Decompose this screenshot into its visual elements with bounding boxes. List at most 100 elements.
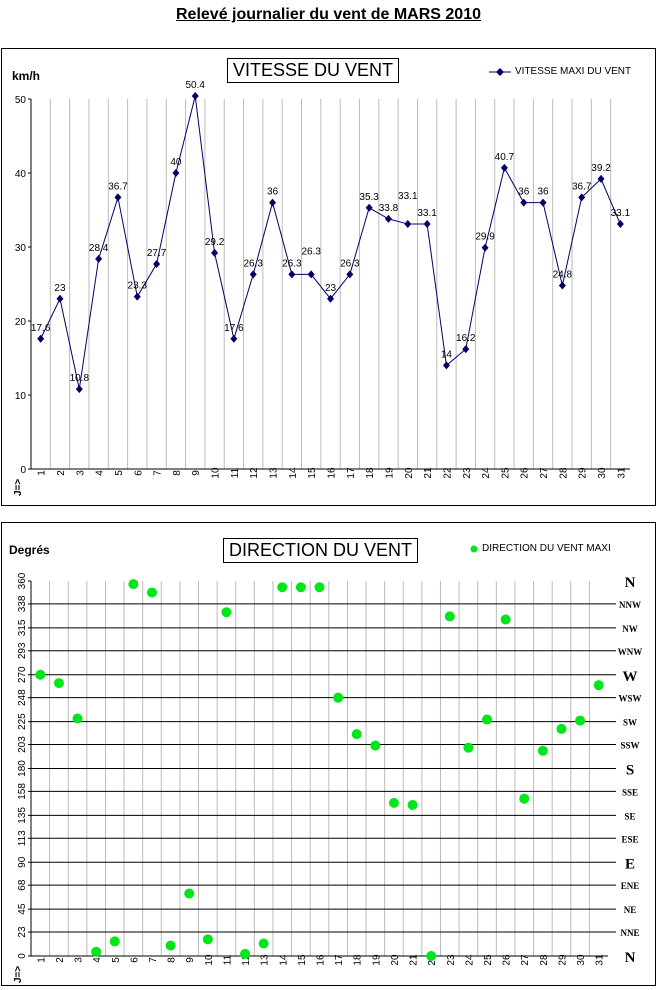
data-label: 29.2 — [205, 237, 225, 248]
data-point — [537, 745, 548, 756]
data-point — [114, 193, 122, 202]
x-tick-label: 1 — [37, 470, 48, 476]
x-tick-label: 3 — [75, 470, 86, 476]
data-point — [558, 281, 566, 290]
data-point — [95, 254, 103, 263]
y-tick-label: 10 — [15, 391, 27, 402]
x-tick-label: 14 — [288, 467, 299, 479]
data-point — [153, 260, 161, 269]
y-tick-label: 68 — [17, 879, 28, 891]
x-tick-label: 24 — [464, 954, 475, 966]
data-label: 10.8 — [70, 373, 90, 384]
x-tick-label: 31 — [616, 467, 627, 479]
y-tick-label: 248 — [17, 689, 28, 706]
data-point — [128, 579, 139, 590]
data-label: 27.7 — [147, 248, 167, 259]
data-point — [370, 740, 381, 751]
x-tick-label: 18 — [353, 954, 364, 966]
data-point — [314, 582, 325, 593]
data-point — [597, 174, 605, 183]
direction-label: E — [625, 856, 635, 872]
page-title: Relevé journalier du vent de MARS 2010 — [176, 6, 481, 23]
y-tick-label: 40 — [15, 169, 27, 180]
legend-dot-marker-icon — [470, 545, 478, 552]
speed-chart: 0 10 20 30 40 50 1 2 3 4 5 6 7 8 9 10 11 12 13 14 15 16 17 18 19… — [1, 48, 656, 506]
x-tick-label: 14 — [278, 954, 289, 966]
data-label: 36 — [267, 187, 279, 198]
data-point — [307, 270, 315, 279]
data-point — [593, 680, 604, 691]
data-point — [172, 169, 180, 177]
x-tick-label: 19 — [371, 954, 382, 966]
data-point — [519, 793, 530, 804]
x-tick-label: 16 — [327, 467, 338, 479]
x-tick-label: 13 — [269, 467, 280, 479]
x-tick-label: 2 — [55, 957, 66, 963]
data-point — [165, 940, 176, 951]
data-point — [578, 193, 586, 202]
x-tick-label: 20 — [390, 954, 401, 966]
x-tick-label: 5 — [111, 957, 122, 963]
direction-label: SE — [624, 811, 635, 821]
data-point — [35, 669, 46, 680]
data-point — [616, 220, 624, 229]
data-point — [295, 582, 306, 593]
data-point — [442, 361, 450, 370]
data-point — [482, 714, 493, 725]
data-label: 33.1 — [398, 191, 418, 202]
data-label: 17.6 — [31, 323, 51, 334]
data-point — [109, 936, 120, 947]
data-label: 29.9 — [475, 232, 495, 243]
y-tick-label: 203 — [17, 736, 28, 753]
x-tick-label: 7 — [153, 470, 164, 476]
y-tick-label: 180 — [17, 760, 28, 777]
y-tick-label: 20 — [15, 317, 27, 328]
x-tick-label: 3 — [74, 957, 85, 963]
data-label: 23 — [54, 283, 66, 294]
x-tick-label: 7 — [148, 957, 159, 963]
x-tick-label: 15 — [297, 954, 308, 966]
y-tick-label: 270 — [17, 666, 28, 683]
x-tick-label: 6 — [133, 470, 144, 476]
data-label: 33.8 — [379, 203, 399, 214]
direction-label: W — [623, 669, 638, 685]
x-tick-label: 9 — [185, 957, 196, 963]
y-tick-label: 338 — [17, 595, 28, 612]
data-point — [75, 385, 83, 394]
x-tick-label: 23 — [462, 467, 473, 479]
data-point — [37, 334, 45, 343]
data-label: 36.7 — [572, 181, 592, 192]
x-tick-label: 4 — [92, 957, 103, 963]
x-tick-label: 10 — [204, 954, 215, 966]
direction-label: WNW — [618, 647, 643, 657]
data-point — [500, 614, 511, 625]
data-point — [351, 729, 362, 740]
data-point — [500, 163, 508, 172]
direction-chart-title: DIRECTION DU VENT — [223, 538, 419, 563]
y-tick-label: 158 — [17, 783, 28, 800]
data-point — [91, 946, 102, 957]
data-label: 16.2 — [456, 333, 476, 344]
y-tick-label: 45 — [17, 903, 28, 915]
direction-label: NW — [622, 624, 638, 634]
data-point — [407, 799, 418, 810]
x-tick-label: 15 — [307, 467, 318, 479]
data-label: 39.2 — [591, 163, 611, 174]
x-tick-label: 21 — [409, 954, 420, 966]
x-tick-label: 9 — [191, 470, 202, 476]
direction-label: NE — [624, 905, 637, 915]
data-point — [249, 270, 257, 279]
data-point — [404, 220, 412, 229]
data-label: 24.8 — [553, 269, 573, 280]
x-tick-label: 29 — [557, 954, 568, 966]
data-point — [575, 715, 586, 726]
x-tick-label: 25 — [483, 954, 494, 966]
data-point — [184, 888, 195, 899]
data-label: 26.3 — [282, 258, 302, 269]
data-label: 14 — [441, 349, 453, 360]
direction-label: ENE — [621, 881, 640, 891]
x-tick-label: 6 — [129, 957, 140, 963]
data-label: 40 — [170, 157, 182, 168]
legend-line-marker-icon — [489, 67, 511, 76]
